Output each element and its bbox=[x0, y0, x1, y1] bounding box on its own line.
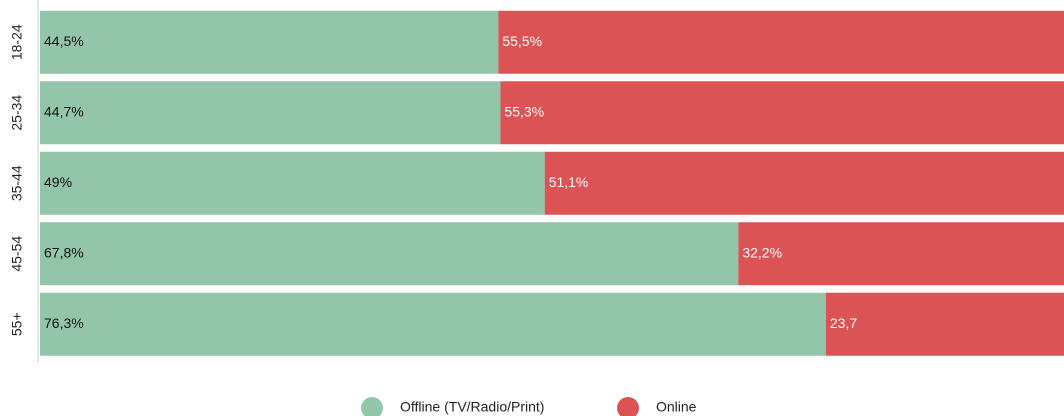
y-tick-label: 25-34 bbox=[9, 95, 25, 131]
value-label: 55,3% bbox=[504, 103, 544, 119]
bar-segment bbox=[40, 151, 545, 215]
value-label: 55,5% bbox=[502, 33, 542, 49]
bar-segment bbox=[40, 81, 501, 145]
value-label: 49% bbox=[44, 174, 72, 190]
value-label: 67,8% bbox=[44, 244, 84, 260]
legend-marker bbox=[617, 397, 639, 416]
bar-segment bbox=[40, 10, 499, 74]
value-label: 44,7% bbox=[44, 103, 84, 119]
y-tick-label: 18-24 bbox=[9, 24, 25, 60]
y-tick-label: 35-44 bbox=[9, 165, 25, 201]
value-label: 23,7 bbox=[830, 315, 857, 331]
bar-segment bbox=[738, 222, 1064, 286]
bar-segment bbox=[498, 10, 1064, 74]
bar-segment bbox=[500, 81, 1064, 145]
value-label: 76,3% bbox=[44, 315, 84, 331]
bar-segment bbox=[544, 151, 1064, 215]
bar-segment bbox=[40, 222, 739, 286]
value-label: 44,5% bbox=[44, 33, 84, 49]
value-label: 51,1% bbox=[549, 174, 589, 190]
bar-segment bbox=[40, 292, 826, 356]
bar-segment bbox=[825, 292, 1064, 356]
legend-marker bbox=[361, 397, 383, 416]
legend-label: Offline (TV/Radio/Print) bbox=[400, 399, 544, 415]
y-tick-label: 45-54 bbox=[9, 236, 25, 272]
value-label: 32,2% bbox=[742, 244, 782, 260]
y-tick-label: 55+ bbox=[9, 312, 25, 336]
legend-label: Online bbox=[656, 399, 697, 415]
